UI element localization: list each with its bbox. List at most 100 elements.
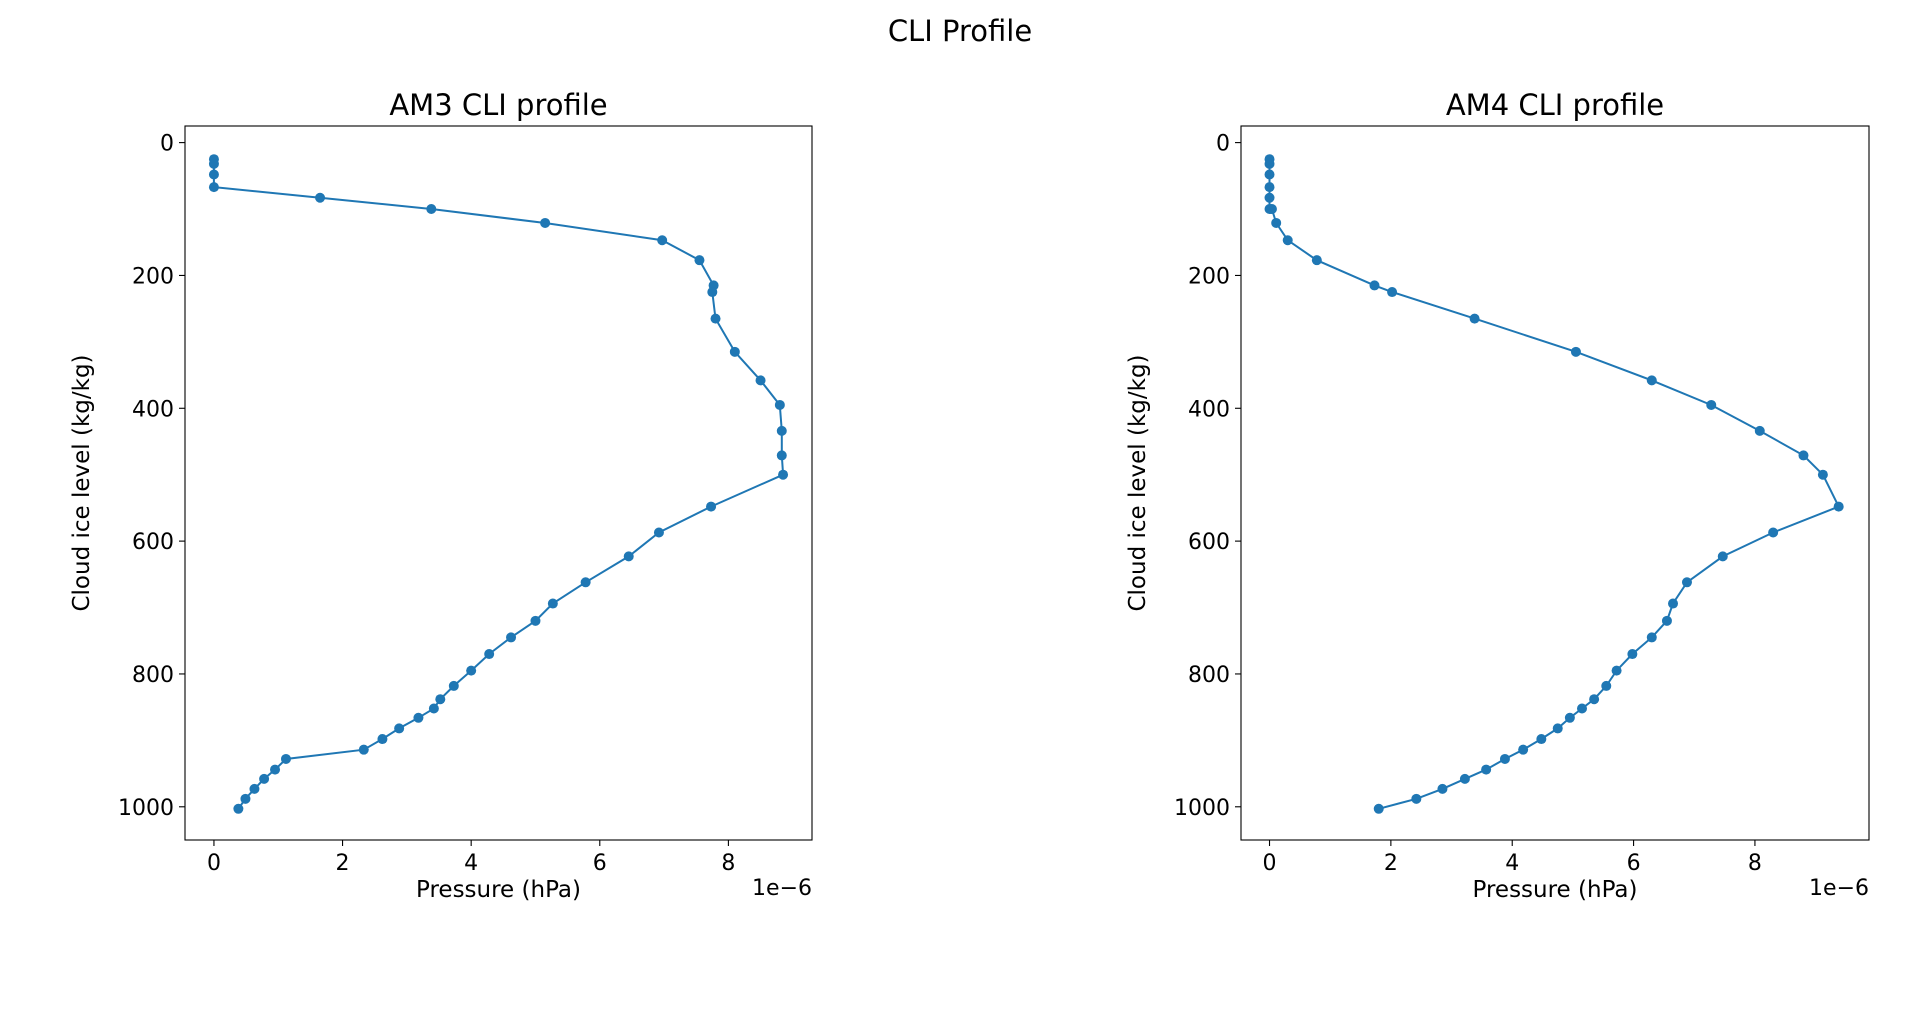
- chart2-data-point: [1570, 346, 1581, 357]
- chart1-data-point: [249, 783, 260, 794]
- chart2-xtick-label: 0: [1263, 851, 1277, 876]
- chart1-data-point: [774, 399, 785, 410]
- chart2-series-line: [1268, 159, 1841, 810]
- chart2-ylabel: Cloud ice level (kg/kg): [1125, 354, 1151, 611]
- chart1-data-point: [270, 764, 281, 775]
- chart2-data-point: [1264, 192, 1275, 203]
- chart1-ytick-label: 400: [132, 397, 174, 422]
- chart2-ytick-label: 600: [1188, 530, 1230, 555]
- chart2-ytick-label: 400: [1188, 397, 1230, 422]
- chart2-ytick-label: 800: [1188, 663, 1230, 688]
- chart2-data-point: [1754, 425, 1765, 436]
- chart1-xtick-label: 2: [336, 851, 350, 876]
- chart1-data-point: [394, 723, 405, 734]
- chart1-data-point: [208, 169, 219, 180]
- chart1-data-point: [580, 577, 591, 588]
- chart2-xtick-label: 6: [1627, 851, 1641, 876]
- chart1-data-point: [657, 235, 668, 246]
- chart2-data-point: [1564, 712, 1575, 723]
- chart1-x-offset-label: 1e−6: [752, 876, 812, 901]
- chart2-data-point: [1706, 399, 1717, 410]
- chart2-data-point: [1601, 680, 1612, 691]
- chart2-data-point: [1411, 793, 1422, 804]
- chart2-data-point: [1646, 375, 1657, 386]
- chart1-data-point: [547, 598, 558, 609]
- chart2-data-point: [1611, 665, 1622, 676]
- chart1-data-point: [484, 649, 495, 660]
- chart2-data-point: [1264, 182, 1275, 193]
- chart1-data-point: [778, 469, 789, 480]
- chart2-data-point: [1589, 694, 1600, 705]
- chart2-data-point: [1264, 169, 1275, 180]
- chart1-data-point: [755, 375, 766, 386]
- chart1-ytick-label: 800: [132, 663, 174, 688]
- chart1-series-line: [212, 159, 785, 810]
- chart1-xlabel: Pressure (hPa): [416, 877, 581, 903]
- chart1-ytick-label: 200: [132, 264, 174, 289]
- chart1-data-point: [653, 527, 664, 538]
- chart1-xtick-label: 6: [593, 851, 607, 876]
- chart1-data-point: [280, 753, 291, 764]
- chart2-xtick-label: 2: [1384, 851, 1398, 876]
- chart1-data-point: [540, 217, 551, 228]
- chart2-data-point: [1266, 204, 1277, 215]
- chart1-data-point: [776, 450, 787, 461]
- chart2-data-point: [1717, 551, 1728, 562]
- chart2-data-point: [1282, 235, 1293, 246]
- chart1-data-point: [466, 665, 477, 676]
- chart2-xtick-label: 8: [1748, 851, 1762, 876]
- chart2-data-point: [1437, 783, 1448, 794]
- chart1-data-point: [428, 703, 439, 714]
- chart2-data-point: [1798, 450, 1809, 461]
- chart2-data-point: [1387, 287, 1398, 298]
- chart1-xtick-label: 4: [464, 851, 478, 876]
- chart2-title: AM4 CLI profile: [1446, 88, 1664, 122]
- chart2-data-point: [1627, 649, 1638, 660]
- chart1-data-point: [694, 255, 705, 266]
- chart1-data-point: [377, 734, 388, 745]
- chart1-data-point: [315, 192, 326, 203]
- chart2-data-point: [1681, 577, 1692, 588]
- chart1-data-point: [706, 501, 717, 512]
- chart1-xtick-label: 0: [207, 851, 221, 876]
- chart1-data-point: [426, 204, 437, 215]
- chart1-data-point: [233, 803, 244, 814]
- chart2-axes-frame: [1240, 125, 1870, 841]
- figure-suptitle: CLI Profile: [887, 14, 1033, 48]
- chart2-data-point: [1768, 527, 1779, 538]
- chart2-data-point: [1481, 764, 1492, 775]
- chart2-data-point: [1518, 744, 1529, 755]
- chart1-data-point: [208, 182, 219, 193]
- chart2-data-point: [1373, 803, 1384, 814]
- chart1-ytick-label: 1000: [118, 796, 174, 821]
- chart2-data-point: [1369, 280, 1380, 291]
- chart2-data-point: [1577, 703, 1588, 714]
- chart1-data-point: [448, 680, 459, 691]
- chart1-data-point: [208, 158, 219, 169]
- chart2-data-point: [1661, 615, 1672, 626]
- chart2-xtick-label: 4: [1505, 851, 1519, 876]
- chart1-ytick-label: 600: [132, 530, 174, 555]
- chart1-xtick-label: 8: [721, 851, 735, 876]
- chart2-data-point: [1552, 723, 1563, 734]
- chart1-data-point: [729, 346, 740, 357]
- chart2-ytick-label: 200: [1188, 264, 1230, 289]
- chart1-data-point: [259, 773, 270, 784]
- chart1-data-point: [413, 712, 424, 723]
- chart1-axes-frame: [184, 125, 813, 841]
- chart2-data-point: [1311, 255, 1322, 266]
- chart1-data-point: [707, 287, 718, 298]
- chart2-data-point: [1264, 158, 1275, 169]
- chart1-data-point: [710, 313, 721, 324]
- chart1-ylabel: Cloud ice level (kg/kg): [69, 354, 95, 611]
- chart1-data-point: [623, 551, 634, 562]
- chart1-data-point: [506, 632, 517, 643]
- chart2-data-point: [1536, 734, 1547, 745]
- chart2-data-point: [1646, 632, 1657, 643]
- chart2-xlabel: Pressure (hPa): [1473, 877, 1638, 903]
- chart2-data-point: [1668, 598, 1679, 609]
- chart1-data-point: [358, 744, 369, 755]
- chart1-ytick-label: 0: [160, 132, 174, 157]
